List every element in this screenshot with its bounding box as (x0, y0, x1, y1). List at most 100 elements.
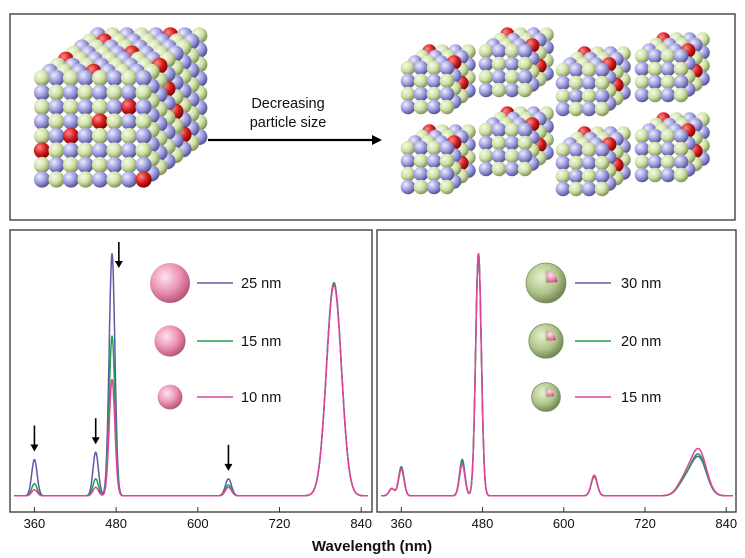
x-tick-label: 840 (350, 516, 372, 531)
atom-sphere (491, 161, 507, 177)
atom-sphere (647, 141, 663, 157)
atom-sphere (77, 156, 94, 174)
atom-sphere (581, 155, 597, 171)
particle-sphere-icon (157, 384, 183, 410)
atom-sphere (673, 61, 689, 77)
atom-sphere (634, 154, 650, 170)
atom-sphere (568, 75, 584, 91)
atom-sphere (120, 156, 138, 174)
peak-arrow-head (114, 261, 123, 268)
atom-sphere (77, 142, 94, 159)
series-line (13, 282, 369, 497)
atom-sphere (439, 86, 455, 102)
large-nanoparticle-cube (33, 27, 208, 188)
atom-sphere (426, 73, 442, 89)
atom-sphere (504, 82, 520, 98)
atom-sphere (660, 61, 676, 77)
atom-sphere (106, 69, 123, 87)
atom-sphere (120, 113, 138, 130)
atom-sphere (62, 156, 80, 174)
small-nanoparticle-cubes (400, 27, 710, 197)
atom-sphere (478, 135, 494, 151)
atom-sphere (77, 69, 94, 87)
atom-sphere (673, 167, 689, 183)
left-legend: 25 nm 15 nm 10 nm (150, 263, 281, 410)
atom-sphere (62, 98, 80, 116)
atom-sphere (504, 161, 520, 177)
legend-label: 15 nm (241, 334, 281, 350)
atom-sphere (413, 99, 429, 115)
atom-sphere (581, 101, 597, 117)
atom-sphere (77, 127, 94, 145)
atom-sphere (491, 122, 507, 138)
atom-sphere (120, 142, 138, 159)
atom-sphere (517, 148, 533, 164)
atom-sphere (426, 166, 442, 182)
atom-sphere (491, 56, 507, 72)
atom-sphere (439, 179, 455, 195)
particle-sphere-icon (150, 263, 190, 303)
legend-label: 10 nm (241, 390, 281, 406)
atom-sphere (660, 128, 676, 144)
atom-sphere (135, 171, 152, 188)
atom-sphere (581, 168, 597, 184)
atom-sphere (33, 127, 51, 145)
particle-sphere-icon (154, 325, 186, 357)
atom-sphere (91, 84, 109, 101)
atom-sphere (135, 113, 152, 130)
atom-sphere (660, 141, 676, 157)
atom-sphere (673, 154, 689, 170)
atom-sphere (660, 74, 676, 90)
atom-sphere (400, 140, 416, 156)
atom-sphere (48, 127, 65, 145)
atom-sphere (568, 142, 584, 158)
atom-sphere (660, 167, 676, 183)
atom-sphere (439, 73, 455, 89)
atom-sphere (581, 142, 597, 158)
legend-label: 15 nm (621, 390, 661, 406)
x-tick-label: 720 (634, 516, 656, 531)
x-tick-label: 720 (269, 516, 291, 531)
right-chart-frame (376, 229, 737, 513)
atom-sphere (594, 142, 610, 158)
atom-sphere (120, 127, 138, 145)
atom-sphere (634, 48, 650, 64)
atom-sphere (413, 60, 429, 76)
atom-sphere (400, 166, 416, 182)
atom-sphere (504, 69, 520, 85)
atom-sphere (413, 140, 429, 156)
left-x-axis: 360 480 600 720 840 (24, 507, 372, 531)
atom-sphere (439, 166, 455, 182)
x-tick-label: 480 (472, 516, 494, 531)
atom-sphere (673, 128, 689, 144)
atom-sphere (91, 113, 109, 130)
atom-sphere (581, 181, 597, 197)
atom-sphere (413, 166, 429, 182)
atom-sphere (478, 161, 494, 177)
core-cutaway-icon (545, 269, 560, 284)
atom-sphere (400, 99, 416, 115)
atom-sphere (48, 84, 65, 101)
atom-sphere (120, 171, 138, 188)
atom-sphere (478, 43, 494, 59)
atom-sphere (413, 73, 429, 89)
atom-sphere (504, 43, 520, 59)
x-tick-label: 600 (553, 516, 575, 531)
atom-sphere (77, 84, 94, 101)
atom-sphere (106, 127, 123, 145)
atom-sphere (568, 62, 584, 78)
atom-sphere (517, 82, 533, 98)
atom-sphere (555, 88, 571, 104)
atom-sphere (478, 69, 494, 85)
left-peak-markers (30, 242, 233, 471)
atom-sphere (106, 113, 123, 130)
atom-sphere (91, 142, 109, 159)
atom-sphere (647, 167, 663, 183)
atom-sphere (106, 171, 123, 188)
atom-sphere (33, 156, 51, 174)
x-axis-label: Wavelength (nm) (312, 538, 432, 555)
atom-sphere (400, 179, 416, 195)
atom-sphere (660, 154, 676, 170)
legend-label: 30 nm (621, 276, 661, 292)
atom-sphere (673, 87, 689, 103)
